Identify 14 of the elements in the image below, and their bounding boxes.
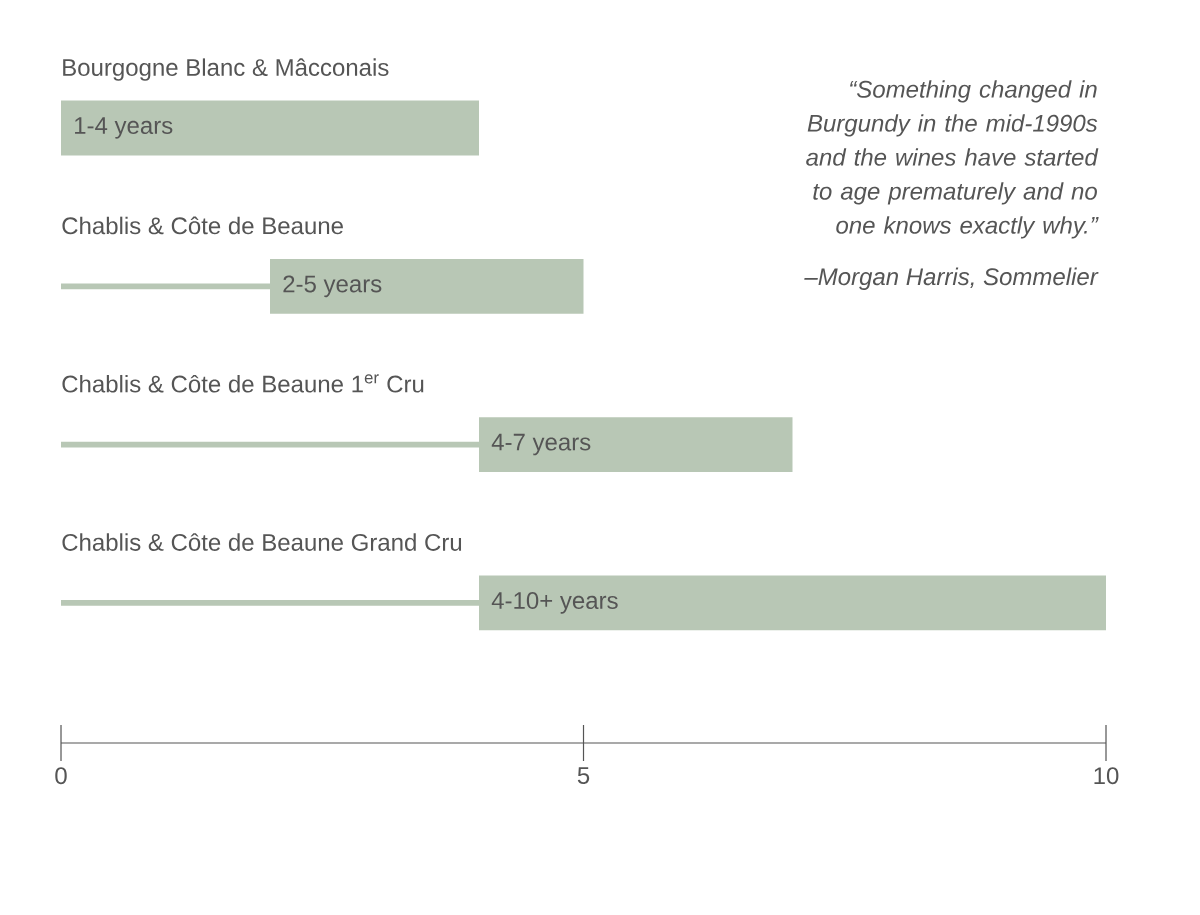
annotation: “Something changed in Burgundy in the mid-1990s and the wines have started to age prematurely and no one knows exactly why.” — [806, 80, 1099, 239]
x-tick-label: 0 — [55, 767, 67, 785]
data-label: 4-7 years — [491, 433, 591, 456]
data-label: 4-10+ years — [491, 592, 618, 614]
x-tick-label: 5 — [577, 767, 590, 784]
y-tick-label: Chablis & Côte de Beaune Grand Cru — [62, 533, 462, 551]
bar — [61, 100, 479, 156]
y-tick-label: Bourgogne Blanc & Mâcconais — [63, 58, 389, 81]
y-tick-label: Chablis & Côte de Beaune 1$^{er}$ Cru — [62, 374, 424, 393]
data-label: 1-4 years — [75, 117, 173, 139]
x-tick-label: 10 — [1094, 767, 1119, 785]
y-tick-label: Chablis & Côte de Beaune — [62, 216, 343, 235]
annotation: –Morgan Harris, Sommelier — [804, 267, 1099, 290]
data-label: 2-5 years — [283, 275, 382, 298]
